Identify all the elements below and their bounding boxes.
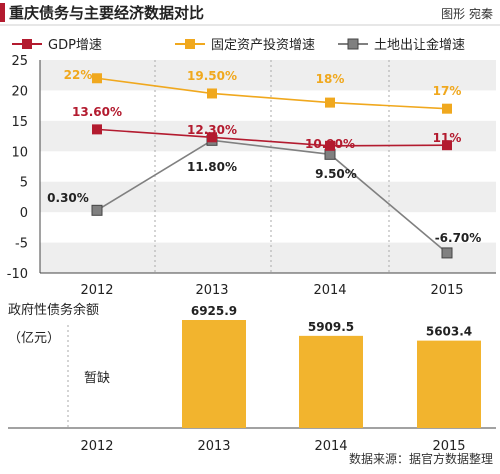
data-point xyxy=(207,132,217,143)
y-tick-label: 10 xyxy=(11,145,28,160)
y-tick-label: 15 xyxy=(11,115,28,130)
legend-swatch-marker xyxy=(22,39,32,49)
bar-value-label: 5603.4 xyxy=(426,325,472,339)
data-label: 10.90% xyxy=(305,137,355,151)
data-point xyxy=(325,97,335,108)
source-note: 数据来源：据官方数据整理 xyxy=(349,451,493,466)
data-label: 19.50% xyxy=(187,69,237,83)
byline: 图形 宛秦 xyxy=(441,6,493,21)
bar xyxy=(417,340,481,428)
x-tick-label: 2014 xyxy=(313,283,346,298)
y-tick-label: 0 xyxy=(20,206,28,221)
background-band xyxy=(40,60,496,91)
y-tick-label: 20 xyxy=(11,84,28,99)
bar-chart-title: 政府性债务余额 xyxy=(8,302,99,318)
data-point xyxy=(442,140,452,151)
y-tick-label: 5 xyxy=(20,176,28,191)
data-label: 22% xyxy=(64,68,93,82)
data-label: 13.60% xyxy=(72,105,122,119)
data-point xyxy=(441,247,453,259)
legend-label: 固定资产投资增速 xyxy=(211,37,315,53)
bar-chart: 政府性债务余额 （亿元） 暂缺 2012 6925.9 2013 5909.5 2014 5… xyxy=(8,302,496,454)
legend-swatch-marker xyxy=(347,38,359,50)
y-tick-label: -5 xyxy=(15,237,28,252)
series-line xyxy=(96,128,448,147)
bar-x-label: 2014 xyxy=(314,439,347,454)
bar-value-label: 5909.5 xyxy=(308,320,354,334)
bar-x-label: 2012 xyxy=(80,439,113,454)
data-label: 17% xyxy=(433,84,462,98)
data-label: 11.80% xyxy=(187,160,237,174)
data-label: -6.70% xyxy=(435,231,482,245)
bar-chart-unit: （亿元） xyxy=(8,331,60,346)
bar xyxy=(299,335,363,428)
data-label: 18% xyxy=(316,72,345,86)
bar-x-label: 2013 xyxy=(197,439,230,454)
data-label: 0.30% xyxy=(47,191,89,205)
legend-label: GDP增速 xyxy=(48,38,102,53)
data-point xyxy=(325,140,335,151)
title-accent-bar xyxy=(0,3,5,22)
y-tick-label: 25 xyxy=(11,54,28,69)
series-line xyxy=(96,77,448,110)
data-label: 11% xyxy=(433,131,462,145)
bar-value-label: 6925.9 xyxy=(191,304,237,318)
data-point xyxy=(92,73,102,84)
y-tick-label: -10 xyxy=(7,267,28,282)
bar-placeholder-label: 暂缺 xyxy=(84,371,110,386)
legend-label: 土地出让金增速 xyxy=(374,37,465,53)
data-point xyxy=(91,204,103,216)
bar-x-label: 2015 xyxy=(432,439,465,454)
data-label: 12.30% xyxy=(187,123,237,137)
data-point xyxy=(442,103,452,114)
x-tick-label: 2013 xyxy=(195,283,228,298)
data-point xyxy=(92,124,102,135)
data-label: 9.50% xyxy=(315,167,357,181)
data-point xyxy=(207,88,217,99)
x-tick-label: 2015 xyxy=(430,283,463,298)
series-line xyxy=(96,139,448,254)
legend-swatch-marker xyxy=(185,39,195,49)
bar xyxy=(182,320,246,428)
chart-title: 重庆债务与主要经济数据对比 xyxy=(9,4,204,22)
x-tick-label: 2012 xyxy=(80,283,113,298)
background-band xyxy=(40,181,496,213)
background-band xyxy=(40,242,496,273)
